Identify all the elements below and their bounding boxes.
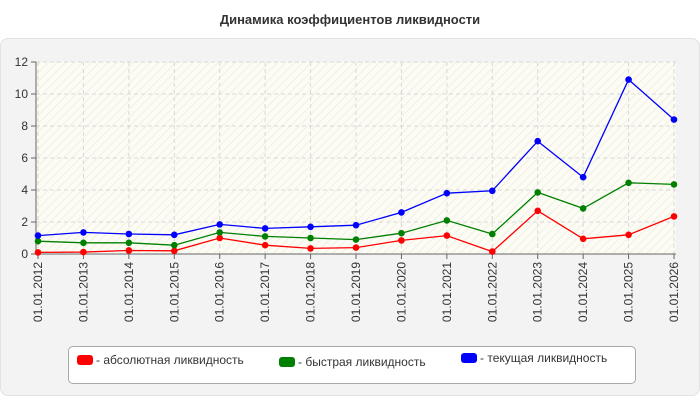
legend-item: - текущая ликвидность <box>461 351 607 365</box>
data-point <box>670 116 678 123</box>
x-tick-label: 01.01.2025 <box>622 262 636 322</box>
y-tick-label: 6 <box>21 151 28 165</box>
y-tick-label: 12 <box>15 55 29 69</box>
legend-item: - быстрая ликвидность <box>279 355 426 369</box>
data-point <box>34 232 42 239</box>
data-point <box>352 244 360 251</box>
x-tick-label: 01.01.2014 <box>122 262 136 322</box>
data-point <box>352 221 360 229</box>
data-point <box>398 229 405 237</box>
y-tick-label: 4 <box>21 183 28 197</box>
data-point <box>261 241 269 249</box>
x-tick-label: 01.01.2017 <box>258 262 272 322</box>
data-point <box>307 245 314 252</box>
data-point <box>534 207 542 215</box>
data-point <box>170 231 178 239</box>
x-tick-label: 01.01.2023 <box>531 262 545 322</box>
y-tick-label: 8 <box>21 119 28 133</box>
data-point <box>579 173 587 181</box>
data-point <box>34 237 42 245</box>
data-point <box>216 221 224 228</box>
data-point <box>398 237 405 244</box>
data-point <box>125 230 133 238</box>
data-point <box>125 239 133 247</box>
data-point <box>579 235 587 243</box>
x-tick-label: 01.01.2018 <box>304 262 318 322</box>
data-point <box>307 223 314 231</box>
data-point <box>216 229 224 236</box>
x-tick-label: 01.01.2012 <box>31 262 45 322</box>
data-point <box>579 205 587 212</box>
data-point <box>625 179 632 187</box>
legend-swatch <box>77 355 93 365</box>
legend-swatch <box>279 357 295 367</box>
data-point <box>625 76 632 83</box>
chart-legend: - абсолютная ликвидность - быстрая ликвид… <box>68 346 636 384</box>
legend-label: - быстрая ликвидность <box>298 355 426 369</box>
y-tick-label: 0 <box>21 247 28 261</box>
x-tick-label: 01.01.2020 <box>394 262 408 322</box>
y-tick-label: 10 <box>15 87 29 101</box>
legend-label: - текущая ликвидность <box>480 351 608 365</box>
data-point <box>534 189 542 196</box>
legend-swatch <box>461 353 477 363</box>
data-point <box>352 236 360 243</box>
data-point <box>670 213 678 220</box>
data-point <box>443 217 451 224</box>
data-point <box>443 232 451 239</box>
x-tick-label: 01.01.2015 <box>167 262 181 322</box>
data-point <box>80 248 87 256</box>
x-tick-label: 01.01.2026 <box>667 262 681 322</box>
legend-item: - абсолютная ликвидность <box>77 353 244 367</box>
x-tick-label: 01.01.2024 <box>576 262 590 322</box>
data-point <box>534 137 542 145</box>
data-point <box>34 249 42 256</box>
data-point <box>80 239 87 247</box>
data-point <box>488 248 496 255</box>
data-point <box>170 241 178 249</box>
x-tick-label: 01.01.2021 <box>440 262 454 322</box>
data-point <box>398 209 405 216</box>
x-tick-label: 01.01.2013 <box>76 262 90 322</box>
data-point <box>170 247 178 255</box>
data-point <box>488 230 496 238</box>
data-point <box>125 247 133 254</box>
data-point <box>307 234 314 242</box>
data-point <box>80 229 87 236</box>
data-point <box>261 225 269 232</box>
chart-title: Динамика коэффициентов ликвидности <box>219 12 481 27</box>
data-point <box>261 233 269 240</box>
x-tick-label: 01.01.2019 <box>349 262 363 322</box>
x-tick-label: 01.01.2016 <box>213 262 227 322</box>
data-point <box>670 181 678 188</box>
data-point <box>216 234 224 242</box>
legend-label: - абсолютная ликвидность <box>96 353 244 367</box>
data-point <box>443 189 451 197</box>
data-point <box>625 231 632 239</box>
y-tick-label: 2 <box>21 215 28 229</box>
x-tick-label: 01.01.2022 <box>485 262 499 322</box>
data-point <box>488 187 496 195</box>
